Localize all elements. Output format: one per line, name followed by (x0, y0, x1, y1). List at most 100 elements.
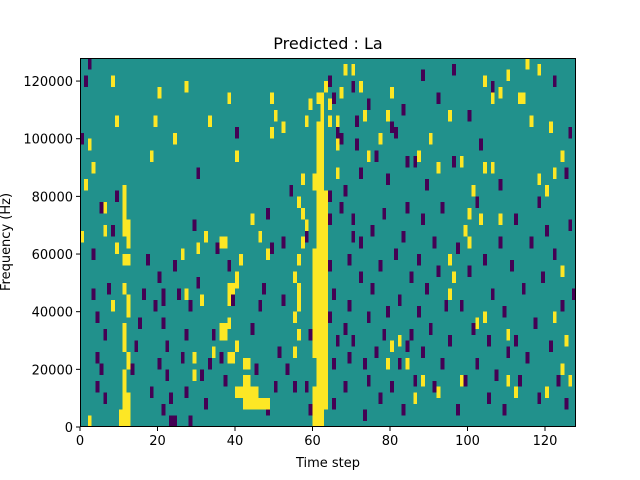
heatmap-cell-high (560, 265, 565, 278)
heatmap-cell-low (390, 380, 394, 393)
heatmap-cell-high (122, 323, 127, 341)
heatmap-cell-low (537, 196, 542, 208)
heatmap-cell-low (145, 254, 150, 266)
heatmap-cell-low (448, 334, 453, 347)
heatmap-cell-high (114, 242, 119, 255)
heatmap-cell-high (227, 352, 235, 364)
heatmap-cell-high (316, 121, 325, 151)
heatmap-cell-high (312, 173, 325, 191)
heatmap-cell-high (471, 184, 476, 197)
heatmap-cell-low (359, 236, 363, 249)
heatmap-cell-high (498, 86, 503, 99)
heatmap-cell-low (103, 392, 108, 404)
heatmap-cell-low (405, 340, 410, 353)
heatmap-cell-high (521, 92, 526, 105)
heatmap-cell-low (196, 167, 201, 180)
y-tick-label: 40000 (32, 306, 73, 321)
heatmap-cell-high (428, 132, 433, 145)
heatmap-cell-low (355, 115, 360, 128)
heatmap-cell-low (362, 357, 367, 370)
heatmap-cell-low (281, 294, 286, 306)
heatmap-cell-high (122, 340, 127, 353)
heatmap-cell-high (517, 92, 522, 105)
heatmap-cell-low (235, 127, 239, 139)
heatmap-cell-low (304, 380, 309, 393)
heatmap-cell-low (192, 219, 197, 231)
heatmap-cell-high (506, 328, 511, 341)
heatmap-cell-low (459, 300, 464, 312)
heatmap-cell-high (390, 340, 394, 353)
heatmap-cell-high (490, 161, 495, 174)
heatmap-cell-low (289, 184, 294, 197)
x-tick-label: 100 (455, 434, 480, 449)
heatmap-cell-low (99, 363, 104, 376)
heatmap-cell-low (370, 225, 375, 237)
heatmap-cell-low (331, 92, 336, 105)
heatmap-cell-low (308, 328, 313, 341)
heatmap-cell-high (111, 75, 115, 87)
heatmap-cell-high (417, 150, 422, 162)
heatmap-cell-low (560, 300, 565, 312)
heatmap-cell-low (564, 398, 569, 410)
heatmap-cell-low (405, 202, 410, 214)
heatmap-cell-low (285, 363, 290, 376)
heatmap-cell-high (316, 190, 329, 220)
heatmap-cell-low (552, 75, 557, 87)
heatmap-cell-high (238, 254, 243, 266)
heatmap-cell-high (463, 225, 468, 237)
heatmap-cell-high (537, 63, 542, 76)
heatmap-cell-low (153, 300, 158, 312)
heatmap-cell-low (413, 156, 418, 168)
x-tick-label: 80 (382, 434, 399, 449)
heatmap-cell-high (568, 375, 573, 387)
heatmap-cell-high (316, 357, 329, 387)
heatmap-cell-low (266, 207, 270, 220)
heatmap-cell-high (366, 150, 371, 162)
heatmap-cell-high (235, 340, 239, 353)
heatmap-cell-low (498, 236, 503, 249)
heatmap-cell-low (421, 346, 425, 358)
heatmap-cell-low (444, 300, 449, 312)
heatmap-cell-high (405, 357, 410, 370)
heatmap-cell-low (173, 259, 177, 272)
heatmap-cell-low (351, 334, 356, 347)
heatmap-cell-high (316, 150, 325, 174)
heatmap-cell-low (262, 282, 267, 295)
heatmap-cell-high (173, 132, 177, 145)
heatmap-cell-high (316, 219, 329, 249)
heatmap-cell-high (545, 184, 549, 197)
heatmap-cell-low (157, 357, 162, 370)
heatmap-cell-high (529, 115, 534, 128)
heatmap-cell-low (521, 282, 526, 295)
heatmap-cell-high (235, 386, 247, 399)
heatmap-cell-high (293, 311, 298, 324)
heatmap-cell-low (568, 219, 573, 231)
heatmap-cell-high (184, 81, 189, 93)
heatmap-cell-high (351, 63, 356, 76)
heatmap-cell-high (122, 219, 131, 237)
heatmap-cell-low (452, 156, 456, 168)
heatmap-cell-high (80, 230, 84, 243)
heatmap-cell-low (161, 288, 166, 306)
heatmap-cell-low (548, 340, 553, 353)
heatmap-cell-low (463, 375, 468, 387)
heatmap-cell-low (347, 300, 352, 312)
heatmap-cell-high (552, 167, 557, 180)
heatmap-cell-low (331, 288, 336, 301)
heatmap-cell-low (281, 236, 286, 249)
heatmap-cell-low (467, 109, 472, 122)
heatmap-cell-low (231, 294, 236, 306)
heatmap-cell-high (328, 115, 332, 128)
heatmap-cell-low (335, 334, 340, 347)
heatmap-cell-low (424, 282, 429, 295)
heatmap-cell-high (149, 150, 154, 162)
heatmap-cell-high (475, 317, 480, 329)
heatmap-cell-high (467, 236, 472, 249)
heatmap-cell-high (304, 115, 309, 128)
heatmap-cell-low (471, 323, 476, 335)
heatmap-cell-high (207, 115, 212, 128)
heatmap-cell-high (227, 282, 235, 295)
heatmap-cell-low (432, 380, 437, 393)
heatmap-cell-high (242, 375, 251, 387)
heatmap-cell-high (273, 109, 278, 122)
